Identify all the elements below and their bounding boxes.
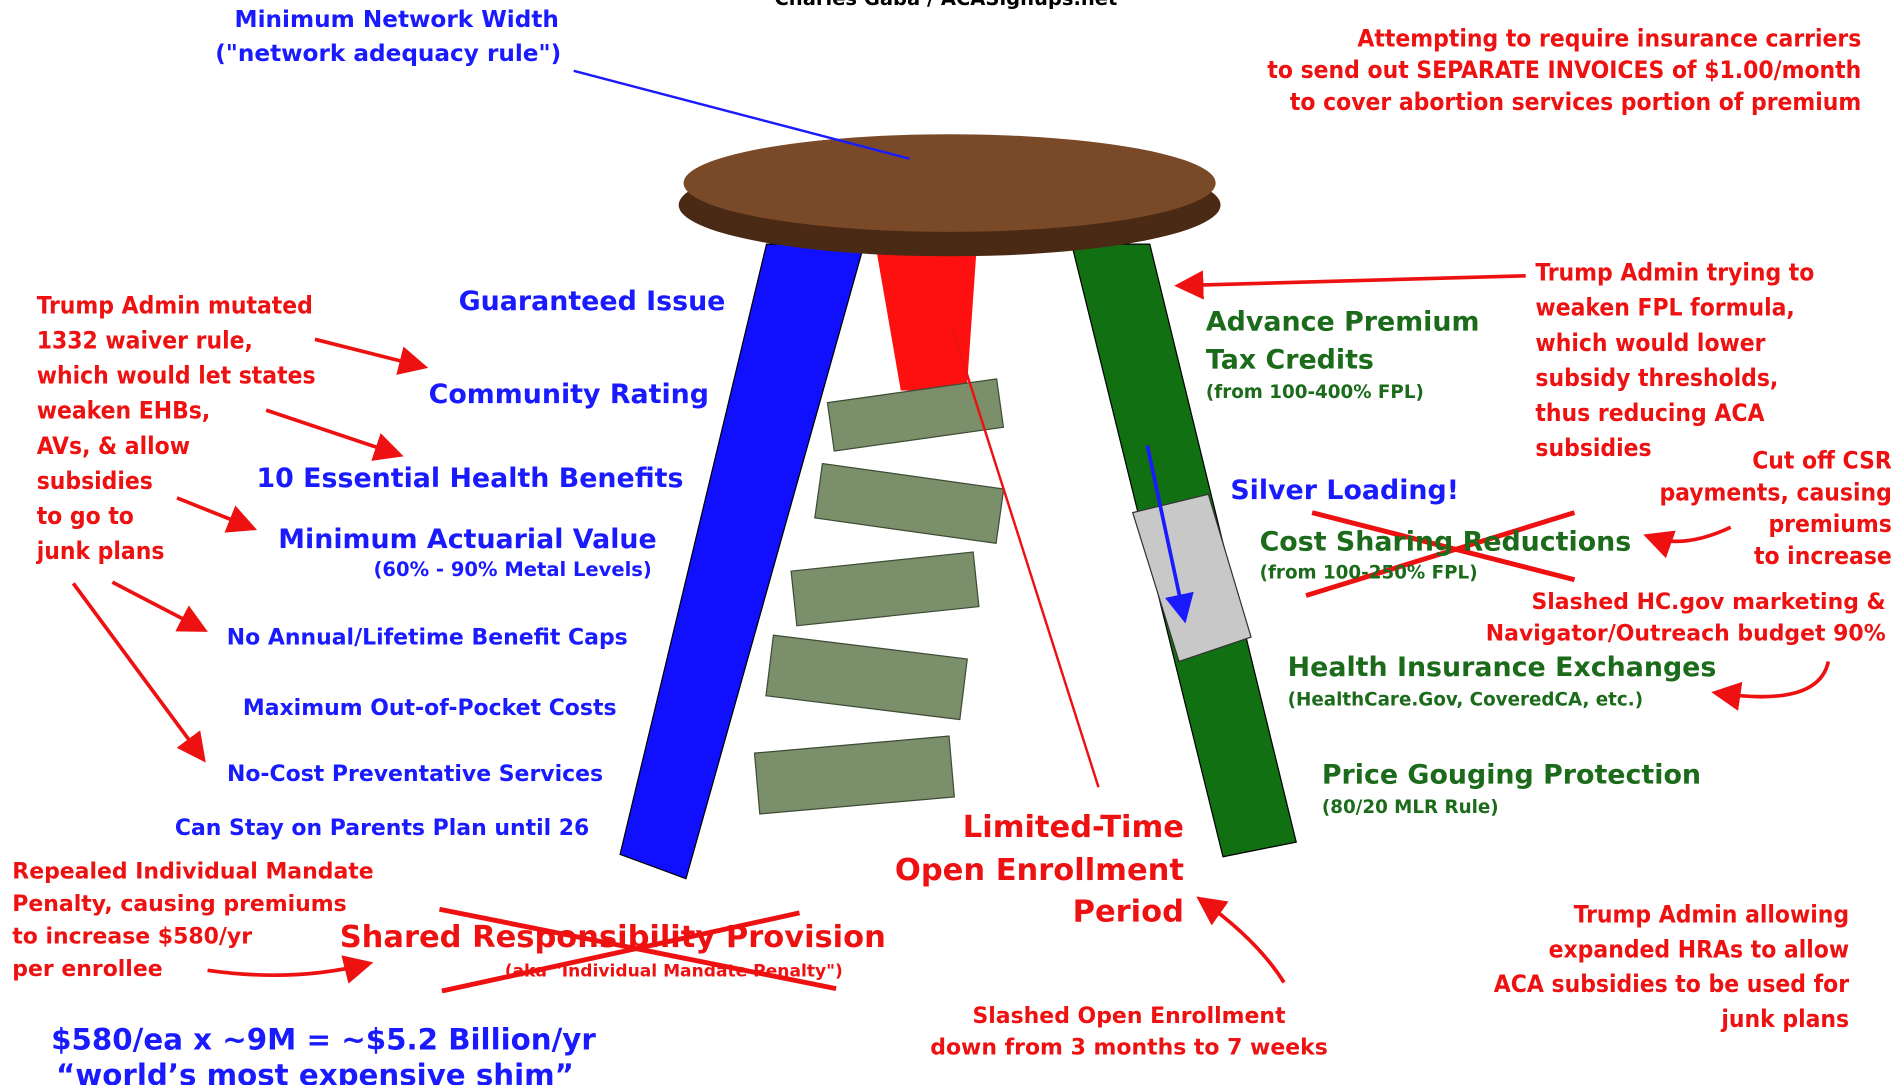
note: to go to xyxy=(37,501,134,530)
mandate-label: Shared Responsibility Provision xyxy=(340,920,886,955)
note: premiums xyxy=(1768,509,1891,538)
item: Advance Premium xyxy=(1206,307,1480,338)
item: Can Stay on Parents Plan until 26 xyxy=(175,816,590,841)
note: Trump Admin mutated xyxy=(37,291,313,320)
credit: Charles Gaba / ACASignups.net xyxy=(775,0,1118,10)
note: Slashed HC.gov marketing & xyxy=(1531,590,1885,615)
item: No Annual/Lifetime Benefit Caps xyxy=(227,625,628,650)
note: junk plans xyxy=(1720,1004,1849,1033)
diagram: Charles Gaba / ACASignups.net Minimum Ne… xyxy=(0,0,1898,1085)
note: subsidies xyxy=(37,466,153,495)
seat-label: ("network adequacy rule") xyxy=(215,40,561,67)
mandate-label: (aka "Individual Mandate Penalty") xyxy=(505,961,843,981)
red-leg-label: Open Enrollment xyxy=(895,853,1184,888)
note: to increase $580/yr xyxy=(12,924,252,949)
seat-label: Minimum Network Width xyxy=(235,6,559,33)
item: (from 100-400% FPL) xyxy=(1206,382,1424,403)
item: Maximum Out-of-Pocket Costs xyxy=(243,696,617,721)
note: Navigator/Outreach budget 90% xyxy=(1486,622,1886,647)
item: No-Cost Preventative Services xyxy=(227,762,603,787)
note: down from 3 months to 7 weeks xyxy=(930,1035,1328,1060)
note: Penalty, causing premiums xyxy=(12,892,346,917)
item: Tax Credits xyxy=(1206,345,1374,376)
note: per enrollee xyxy=(12,957,162,982)
note: to increase xyxy=(1754,541,1892,570)
note: AVs, & allow xyxy=(37,431,190,460)
note: Trump Admin allowing xyxy=(1574,900,1849,929)
note: 1332 waiver rule, xyxy=(37,326,253,355)
item: (from 100-250% FPL) xyxy=(1260,563,1478,584)
note: Attempting to require insurance carriers xyxy=(1357,23,1861,52)
red-leg-label: Period xyxy=(1073,894,1184,929)
note: which would let states xyxy=(37,361,316,390)
cost: $580/ea x ~9M = ~$5.2 Billion/yr xyxy=(51,1023,596,1057)
note: expanded HRAs to allow xyxy=(1549,934,1849,963)
note: subsidies xyxy=(1535,433,1651,462)
note: Cut off CSR xyxy=(1752,446,1892,475)
item: Minimum Actuarial Value xyxy=(278,524,656,555)
item: 10 Essential Health Benefits xyxy=(256,463,683,494)
item: Community Rating xyxy=(429,379,709,410)
note: thus reducing ACA xyxy=(1535,398,1764,427)
note: which would lower xyxy=(1535,328,1765,357)
item: Cost Sharing Reductions xyxy=(1260,526,1632,557)
note: subsidy thresholds, xyxy=(1535,363,1778,392)
note: junk plans xyxy=(36,536,165,565)
item: (HealthCare.Gov, CoveredCA, etc.) xyxy=(1288,689,1643,710)
note: payments, causing xyxy=(1659,477,1891,506)
item: Price Gouging Protection xyxy=(1322,760,1701,791)
note: weaken EHBs, xyxy=(37,396,211,425)
item: Silver Loading! xyxy=(1230,475,1459,506)
item: Guaranteed Issue xyxy=(459,286,726,317)
note: Slashed Open Enrollment xyxy=(972,1004,1285,1029)
item: (60% - 90% Metal Levels) xyxy=(374,558,652,581)
note: to cover abortion services portion of pr… xyxy=(1290,87,1861,116)
cost: “world’s most expensive shim” xyxy=(56,1058,574,1085)
note: Trump Admin trying to xyxy=(1535,258,1814,287)
note: ACA subsidies to be used for xyxy=(1494,969,1849,998)
note: Repealed Individual Mandate xyxy=(12,860,373,885)
note: weaken FPL formula, xyxy=(1535,293,1794,322)
red-leg-label: Limited-Time xyxy=(963,810,1184,845)
item: Health Insurance Exchanges xyxy=(1288,652,1717,683)
note: to send out SEPARATE INVOICES of $1.00/m… xyxy=(1267,55,1861,84)
item: (80/20 MLR Rule) xyxy=(1322,797,1499,818)
